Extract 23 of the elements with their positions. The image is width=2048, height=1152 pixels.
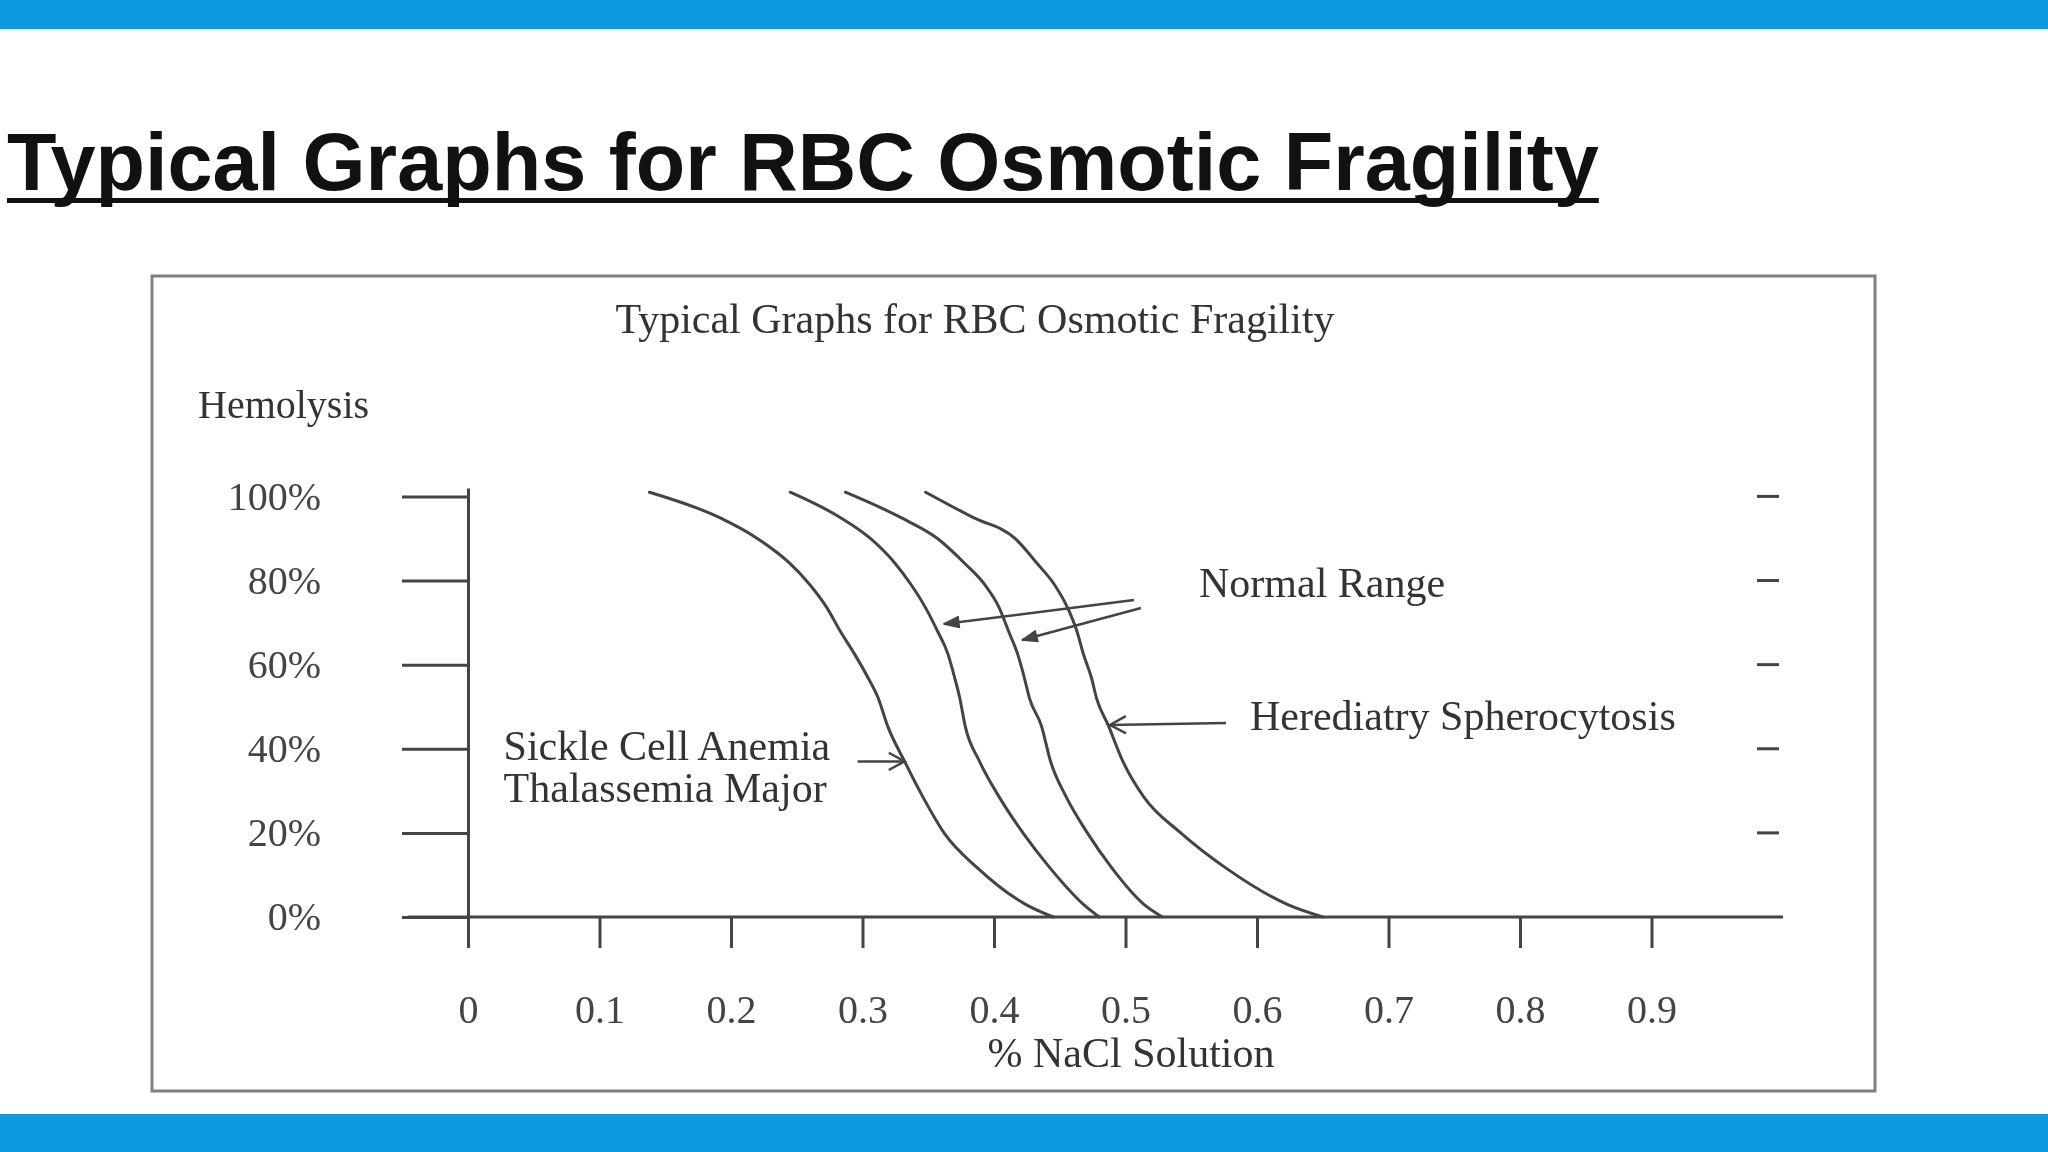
x-tick-label: 0.9 [1627, 987, 1677, 1033]
chart-title: Typical Graphs for RBC Osmotic Fragility [7, 117, 1599, 207]
chart-subtitle: Typical Graphs for RBC Osmotic Fragility [615, 296, 1335, 342]
x-tick-label: 0.8 [1495, 987, 1546, 1033]
y-tick-label: 100% [227, 473, 321, 519]
x-tick-label: 0 [458, 987, 479, 1033]
x-tick-label: 0.2 [706, 987, 757, 1033]
annotation: Sickle Cell Anemia Thalassemia Major [503, 723, 831, 812]
x-tick-label: 0.7 [1364, 987, 1414, 1033]
y-tick-label: 20% [247, 810, 321, 856]
x-tick-label: 0.5 [1101, 987, 1151, 1033]
y-tick-label: 60% [247, 641, 321, 687]
x-tick-label: 0.6 [1232, 987, 1283, 1033]
x-axis-title: % NaCl Solution [987, 1030, 1275, 1076]
y-tick-label: 0% [267, 894, 321, 940]
annotation: Normal Range [1199, 560, 1446, 606]
x-tick-label: 0.1 [575, 987, 625, 1033]
annotation: Herediatry Spherocytosis [1250, 693, 1676, 739]
x-tick-label: 0.3 [838, 987, 888, 1033]
y-tick-label: 40% [247, 726, 321, 772]
x-tick-label: 0.4 [969, 987, 1020, 1033]
y-tick-label: 80% [247, 557, 321, 603]
y-axis-title: Hemolysis [198, 382, 370, 427]
